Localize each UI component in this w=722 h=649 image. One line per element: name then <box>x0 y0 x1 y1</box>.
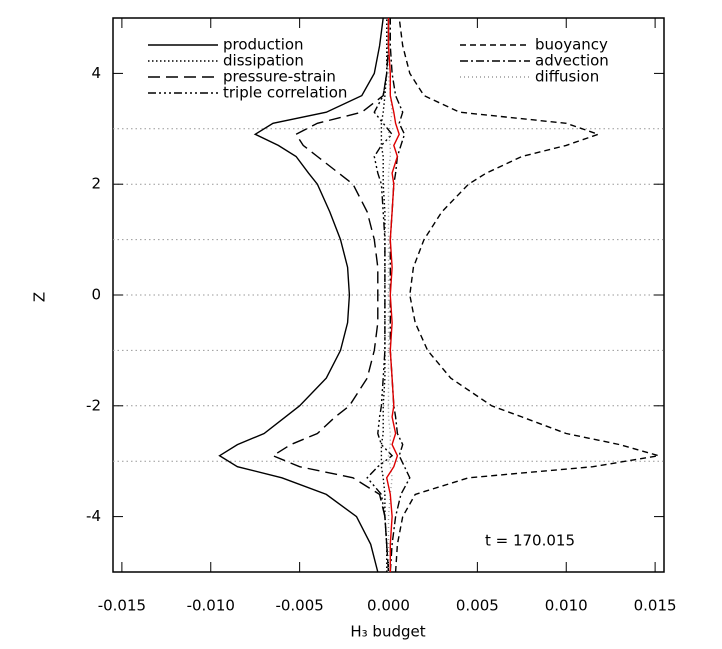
annotation: t = 170.015 <box>485 532 575 550</box>
y-axis-label: Z <box>31 292 49 302</box>
x-tick-label: 0.015 <box>634 597 677 615</box>
series-line <box>380 18 388 572</box>
legend-label: triple correlation <box>223 84 347 102</box>
y-tick-label: 4 <box>91 64 101 82</box>
x-tick-label: 0.000 <box>367 597 410 615</box>
x-tick-label: 0.005 <box>456 597 499 615</box>
y-tick-label: -2 <box>86 396 101 414</box>
y-tick-label: 0 <box>91 286 101 304</box>
legend-label: dissipation <box>223 52 304 70</box>
legend-label: buoyancy <box>535 36 608 54</box>
legend-label: pressure-strain <box>223 68 336 86</box>
y-tick-label: 2 <box>91 175 101 193</box>
x-tick-label: 0.010 <box>545 597 588 615</box>
x-tick-label: -0.010 <box>187 597 235 615</box>
x-tick-label: -0.015 <box>98 597 146 615</box>
series-line <box>271 18 390 573</box>
series-line <box>218 17 384 573</box>
legend-label: advection <box>535 52 609 70</box>
series-line <box>366 18 394 573</box>
x-tick-label: -0.005 <box>275 597 323 615</box>
legend-label: production <box>223 36 304 54</box>
x-axis-label: H₃ budget <box>350 623 425 641</box>
y-tick-label: -4 <box>86 507 101 525</box>
series-line <box>394 17 659 573</box>
legend-label: diffusion <box>535 68 599 86</box>
series-line <box>385 18 400 572</box>
